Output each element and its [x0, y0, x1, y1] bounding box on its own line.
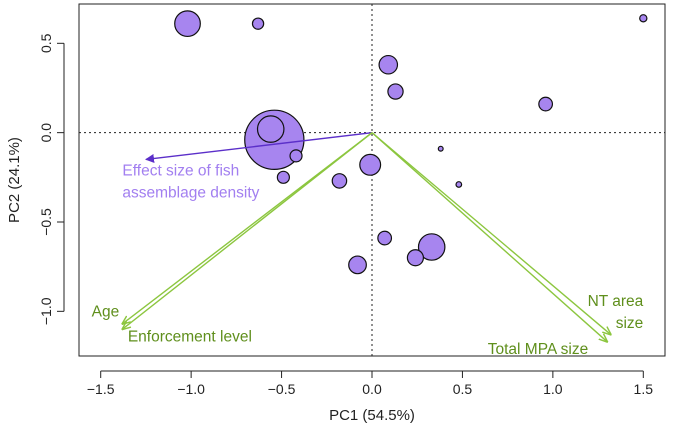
x-tick-label: 0.0: [362, 381, 382, 397]
data-point: [377, 230, 393, 246]
data-point: [378, 54, 399, 75]
y-tick-label: 0.5: [38, 33, 54, 53]
x-tick-label: 0.5: [453, 381, 473, 397]
loading-arrow: [371, 132, 607, 342]
arrow-label: Effect size of fish assemblage density: [122, 163, 259, 202]
x-tick-label: 1.5: [634, 381, 654, 397]
data-point: [256, 115, 285, 143]
data-point: [455, 181, 463, 188]
arrow-label: Total MPA size: [488, 341, 589, 358]
x-axis: −1.5 −1.0 −0.5 0.0 0.5 1.0 1.5: [87, 370, 654, 397]
arrow-label: Age: [92, 304, 120, 321]
data-point: [348, 255, 367, 275]
y-tick-label: −1.0: [38, 297, 54, 325]
loading-arrow: [145, 131, 373, 163]
y-tick-label: −0.5: [38, 208, 54, 236]
data-point: [387, 83, 404, 100]
x-tick-label: −1.0: [177, 381, 205, 397]
data-points: [174, 10, 648, 275]
data-point: [639, 14, 648, 23]
arrow-label: NT area size: [588, 293, 644, 332]
loading-arrows: [122, 131, 611, 342]
loading-arrow: [122, 132, 373, 330]
data-point: [331, 173, 348, 189]
data-point: [406, 249, 425, 267]
data-point: [417, 233, 446, 261]
x-tick-label: 1.0: [543, 381, 563, 397]
x-tick-label: −0.5: [268, 381, 296, 397]
loading-arrow: [371, 132, 611, 335]
arrow-label: Enforcement level: [128, 329, 252, 346]
data-point: [437, 145, 444, 152]
x-tick-label: −1.5: [87, 381, 115, 397]
data-point: [538, 96, 554, 112]
y-axis-title: PC2 (24.1%): [6, 137, 23, 223]
y-tick-label: 0.0: [38, 123, 54, 143]
y-axis: −1.0 −0.5 0.0 0.5: [38, 33, 65, 325]
data-point: [174, 10, 201, 38]
arrow-labels: Effect size of fish assemblage density Age…: [92, 163, 644, 359]
data-point: [289, 149, 303, 163]
loading-arrow: [122, 132, 373, 324]
data-point: [251, 17, 265, 30]
data-point: [359, 153, 382, 176]
data-point: [276, 170, 290, 184]
x-axis-title: PC1 (54.5%): [329, 407, 415, 424]
